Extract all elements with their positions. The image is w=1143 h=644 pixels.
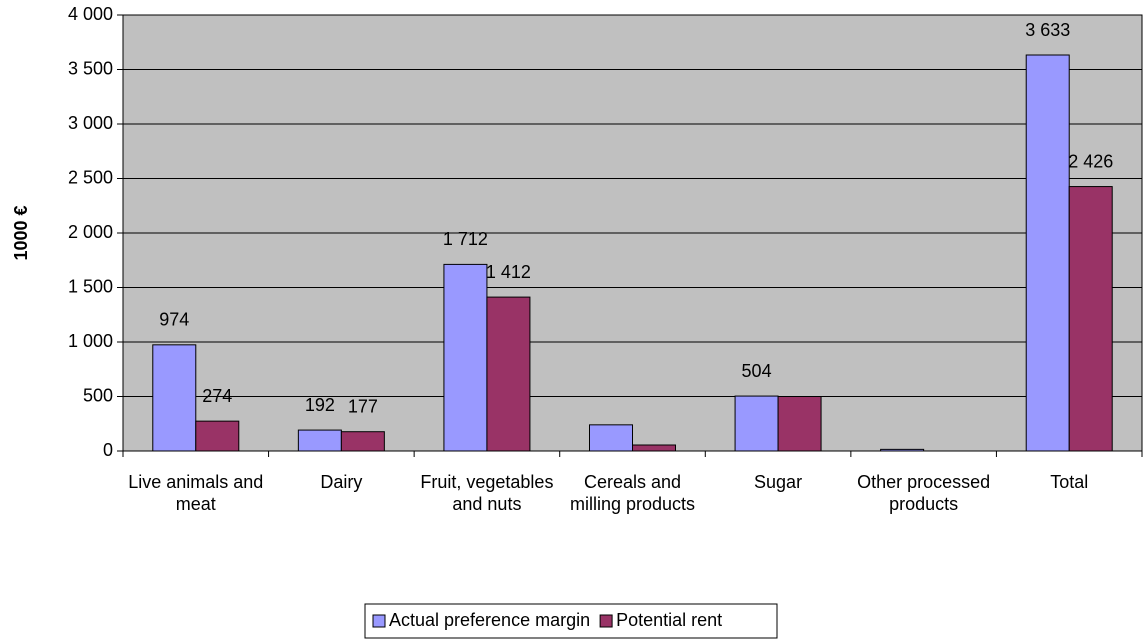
x-tick-label-box: Live animals and meat (128, 472, 264, 514)
data-label: 3 633 (1025, 20, 1070, 40)
legend-swatch (599, 614, 613, 628)
legend-frame (364, 603, 778, 639)
legend-swatch (372, 614, 386, 628)
data-label: 504 (742, 361, 772, 381)
x-tick-label-box: Fruit, vegetables and nuts (420, 472, 554, 514)
x-tick-label: Live animals and meat (128, 472, 264, 514)
y-tick-label: 3 000 (68, 113, 113, 133)
data-label: 2 426 (1068, 151, 1113, 171)
data-label: 1 412 (486, 262, 531, 282)
x-tick-label: Other processed products (857, 472, 991, 514)
y-tick-label: 4 000 (68, 4, 113, 24)
bar (340, 431, 385, 452)
x-tick-label-box: Cereals and milling products (569, 472, 696, 514)
y-tick-label: 2 500 (68, 167, 113, 187)
bar (297, 429, 342, 452)
x-tick-label-box: Dairy (320, 472, 363, 492)
data-label: 274 (202, 386, 232, 406)
y-tick-label: 0 (103, 440, 113, 460)
bar (1025, 54, 1070, 452)
x-tick-label-box: Other processed products (857, 472, 991, 514)
bar (734, 395, 779, 452)
data-label: 192 (305, 395, 335, 415)
bar (195, 420, 240, 452)
x-tick-label: Sugar (754, 472, 803, 492)
bar (777, 396, 822, 452)
legend: Actual preference margin Potential rent (364, 603, 778, 639)
x-tick-label-box: Total (1050, 472, 1089, 492)
y-axis-title: 1000 € (11, 205, 31, 260)
bar (152, 344, 197, 452)
legend-label: Potential rent (616, 610, 722, 630)
x-tick-label: Total (1050, 472, 1089, 492)
x-tick-label: Fruit, vegetables and nuts (420, 472, 554, 514)
x-tick-label-box: Sugar (754, 472, 803, 492)
y-tick-label: 1 500 (68, 276, 113, 296)
data-label: 1 712 (443, 229, 488, 249)
legend-label: Actual preference margin (389, 610, 590, 630)
data-label: 177 (348, 396, 378, 416)
bar (632, 444, 676, 452)
y-tick-label: 2 000 (68, 222, 113, 242)
bar (1068, 186, 1113, 452)
x-tick-label: Cereals and milling products (569, 472, 696, 514)
bar (880, 448, 925, 452)
data-label: 974 (159, 310, 189, 330)
bar (589, 424, 633, 452)
bar (486, 296, 531, 452)
y-tick-label: 1 000 (68, 331, 113, 351)
y-tick-label: 500 (83, 385, 113, 405)
y-tick-label: 3 500 (68, 58, 113, 78)
bar (443, 263, 488, 452)
x-tick-label: Dairy (320, 472, 363, 492)
